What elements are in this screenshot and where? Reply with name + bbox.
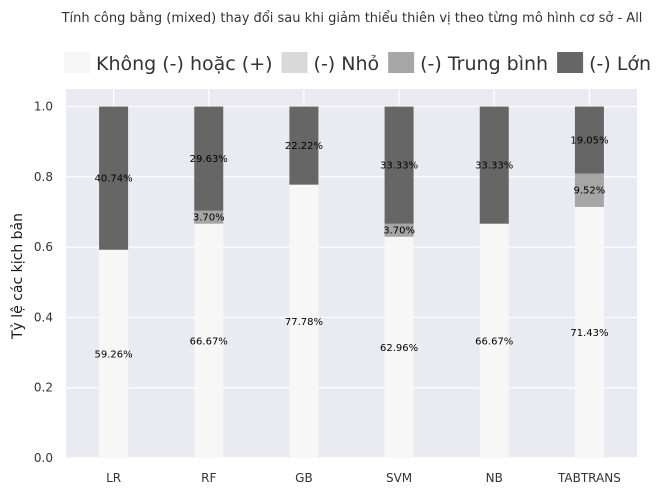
bar-segment <box>479 106 509 224</box>
data-label: 29.63% <box>190 154 228 165</box>
bar-segment <box>479 223 509 458</box>
data-label: 22.22% <box>285 141 323 152</box>
legend-swatch <box>64 52 90 73</box>
bar-segment <box>99 106 129 250</box>
data-label: 3.70% <box>193 213 225 224</box>
legend-label: Không (-) hoặc (+) <box>96 53 273 75</box>
bar-segment <box>194 106 224 211</box>
legend-label: (-) Nhỏ <box>314 53 380 75</box>
bar-segment <box>574 206 604 458</box>
bar-segment <box>289 184 319 458</box>
x-tick-label: RF <box>201 471 216 485</box>
legend-swatch <box>388 52 415 73</box>
data-label: 62.96% <box>380 343 418 354</box>
data-label: 9.52% <box>574 186 606 197</box>
x-axis-ticks: LR RF GB SVM NB TABTRANS <box>106 471 621 485</box>
legend: Không (-) hoặc (+) (-) Nhỏ (-) Trung bình (… <box>64 52 651 75</box>
data-label: 77.78% <box>285 317 323 328</box>
bar-segment <box>384 236 414 458</box>
x-tick-label: LR <box>106 471 121 485</box>
y-tick-label: 1.0 <box>34 100 53 114</box>
y-tick-label: 0.4 <box>34 310 53 324</box>
data-label: 19.05% <box>570 136 608 147</box>
y-tick-label: 0.0 <box>34 451 53 465</box>
x-tick-label: SVM <box>386 471 412 485</box>
bar-segment <box>384 223 414 237</box>
bar-segment <box>194 223 224 458</box>
bar-segment <box>574 106 604 174</box>
y-tick-label: 0.6 <box>34 240 53 254</box>
bar-segment <box>194 210 224 224</box>
legend-swatch <box>557 52 584 73</box>
plot-area <box>66 89 637 458</box>
data-label: 66.67% <box>475 336 513 347</box>
bar-segment <box>574 173 604 207</box>
data-label: 59.26% <box>95 349 133 360</box>
chart-title: Tính công bằng (mixed) thay đổi sau khi … <box>61 11 643 26</box>
data-label: 66.67% <box>190 336 228 347</box>
data-label: 40.74% <box>95 174 133 185</box>
data-label: 33.33% <box>380 161 418 172</box>
bars: 59.26% 40.74% 66.67% 3.70% 29.63% 77.78% 22.22… <box>95 106 608 458</box>
bar-segment <box>384 106 414 224</box>
x-tick-label: TABTRANS <box>557 471 621 485</box>
data-label: 71.43% <box>570 328 608 339</box>
x-tick-label: GB <box>295 471 313 485</box>
bar-segment <box>289 106 319 185</box>
y-axis-ticks: 0.0 0.2 0.4 0.6 0.8 1.0 <box>34 100 53 465</box>
y-tick-label: 0.8 <box>34 170 53 184</box>
y-tick-label: 0.2 <box>34 381 53 395</box>
bar-segment <box>99 249 129 458</box>
y-axis-label: Tỷ lệ các kịch bản <box>10 213 26 340</box>
x-tick-label: NB <box>486 471 503 485</box>
data-label: 33.33% <box>475 161 513 172</box>
legend-swatch <box>281 52 308 73</box>
legend-label: (-) Lớn <box>589 53 651 75</box>
legend-label: (-) Trung bình <box>420 53 548 75</box>
data-label: 3.70% <box>383 226 415 237</box>
